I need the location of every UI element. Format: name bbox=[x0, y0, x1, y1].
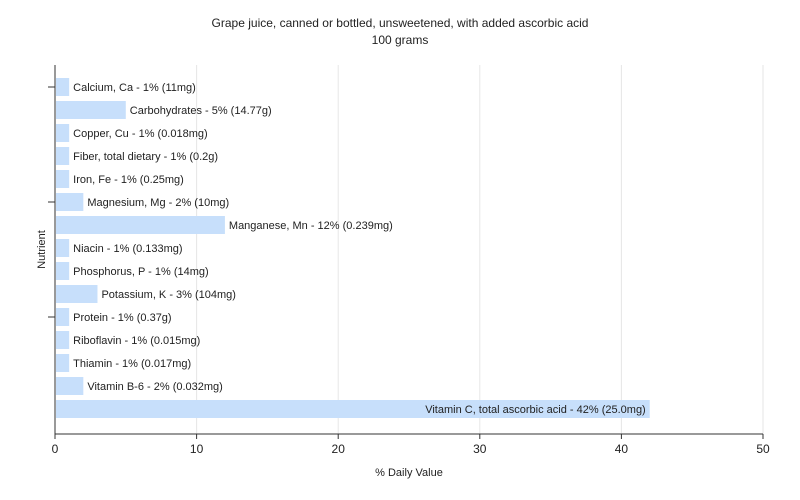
bar-data-label: Thiamin - 1% (0.017mg) bbox=[73, 358, 191, 370]
x-tick-label: 0 bbox=[52, 442, 59, 456]
bar bbox=[56, 170, 70, 188]
bar bbox=[56, 124, 70, 142]
bar-data-label: Vitamin C, total ascorbic acid - 42% (25… bbox=[425, 404, 646, 416]
grid-lines bbox=[196, 65, 764, 434]
x-axis-title: % Daily Value bbox=[375, 467, 443, 479]
chart-title-block: Grape juice, canned or bottled, unsweete… bbox=[0, 15, 800, 49]
bar bbox=[56, 285, 98, 303]
bar-data-label: Vitamin B-6 - 2% (0.032mg) bbox=[87, 381, 223, 393]
bar-data-label: Protein - 1% (0.37g) bbox=[73, 312, 171, 324]
bar bbox=[56, 78, 70, 96]
x-tick-label: 40 bbox=[615, 442, 629, 456]
axes bbox=[54, 65, 763, 435]
bar-data-label: Manganese, Mn - 12% (0.239mg) bbox=[229, 220, 393, 232]
bar-data-label: Fiber, total dietary - 1% (0.2g) bbox=[73, 151, 218, 163]
bar bbox=[56, 400, 650, 418]
bar-data-label: Carbohydrates - 5% (14.77g) bbox=[130, 105, 272, 117]
bar-data-label: Calcium, Ca - 1% (11mg) bbox=[73, 82, 196, 94]
x-tick-label: 30 bbox=[473, 442, 487, 456]
bar bbox=[56, 147, 70, 165]
bar bbox=[56, 331, 70, 349]
x-tick-label: 20 bbox=[332, 442, 346, 456]
chart-subtitle: 100 grams bbox=[371, 33, 429, 47]
bar bbox=[56, 193, 84, 211]
bars: Calcium, Ca - 1% (11mg) Carbohydrates - 5… bbox=[56, 78, 650, 418]
bar-data-label: Copper, Cu - 1% (0.018mg) bbox=[73, 128, 208, 140]
x-ticks: 0 10 20 30 40 50 bbox=[52, 434, 770, 456]
bar bbox=[56, 308, 70, 326]
x-tick-label: 50 bbox=[756, 442, 770, 456]
bar bbox=[56, 354, 70, 372]
bar-data-label: Phosphorus, P - 1% (14mg) bbox=[73, 266, 209, 278]
bar bbox=[56, 101, 126, 119]
bar-data-label: Riboflavin - 1% (0.015mg) bbox=[73, 335, 200, 347]
bar-data-label: Iron, Fe - 1% (0.25mg) bbox=[73, 174, 184, 186]
y-axis-title: Nutrient bbox=[36, 230, 48, 269]
bar-data-label: Magnesium, Mg - 2% (10mg) bbox=[87, 197, 229, 209]
y-ticks bbox=[48, 86, 55, 318]
bar-data-label: Potassium, K - 3% (104mg) bbox=[101, 289, 236, 301]
bar bbox=[56, 239, 70, 257]
bar bbox=[56, 216, 225, 234]
bar bbox=[56, 262, 70, 280]
bar bbox=[56, 377, 84, 395]
chart-title: Grape juice, canned or bottled, unsweete… bbox=[211, 16, 589, 30]
x-tick-label: 10 bbox=[190, 442, 204, 456]
bar-data-label: Niacin - 1% (0.133mg) bbox=[73, 243, 182, 255]
